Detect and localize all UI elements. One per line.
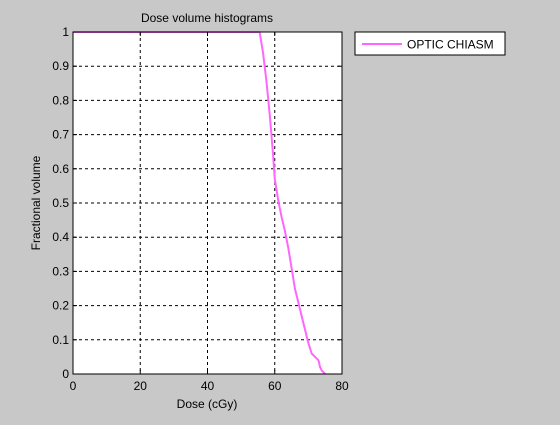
series-line-optic-chiasm <box>73 31 326 375</box>
x-tick-label: 20 <box>134 379 148 393</box>
y-tick-label: 0.1 <box>52 333 69 347</box>
y-tick-label: 0 <box>62 367 69 381</box>
legend-label: OPTIC CHIASM <box>407 38 494 52</box>
legend-box <box>354 31 506 56</box>
legend: OPTIC CHIASM <box>354 31 506 56</box>
series-lines <box>73 31 326 375</box>
x-tick-label: 80 <box>335 379 349 393</box>
chart-title: Dose volume histograms <box>141 11 273 25</box>
x-tick-labels: 0 20 40 60 80 <box>70 379 349 393</box>
y-tick-label: 0.6 <box>52 162 69 176</box>
x-tick-label: 0 <box>70 379 77 393</box>
x-axis-label: Dose (cGy) <box>177 397 238 411</box>
y-tick-label: 0.3 <box>52 264 69 278</box>
grid <box>73 32 342 374</box>
x-tick-label: 60 <box>268 379 282 393</box>
y-tick-label: 0.5 <box>52 196 69 210</box>
x-tick-label: 40 <box>201 379 215 393</box>
y-tick-label: 0.8 <box>52 93 69 107</box>
y-tick-label: 1 <box>62 25 69 39</box>
y-tick-label: 0.7 <box>52 128 69 142</box>
y-tick-labels: 0 0.1 0.2 0.3 0.4 0.5 0.6 0.7 0.8 0.9 1 <box>52 25 69 381</box>
y-tick-label: 0.2 <box>52 299 69 313</box>
y-axis-label: Fractional volume <box>29 155 43 250</box>
y-tick-label: 0.4 <box>52 230 69 244</box>
y-tick-label: 0.9 <box>52 59 69 73</box>
ticks <box>72 31 343 375</box>
